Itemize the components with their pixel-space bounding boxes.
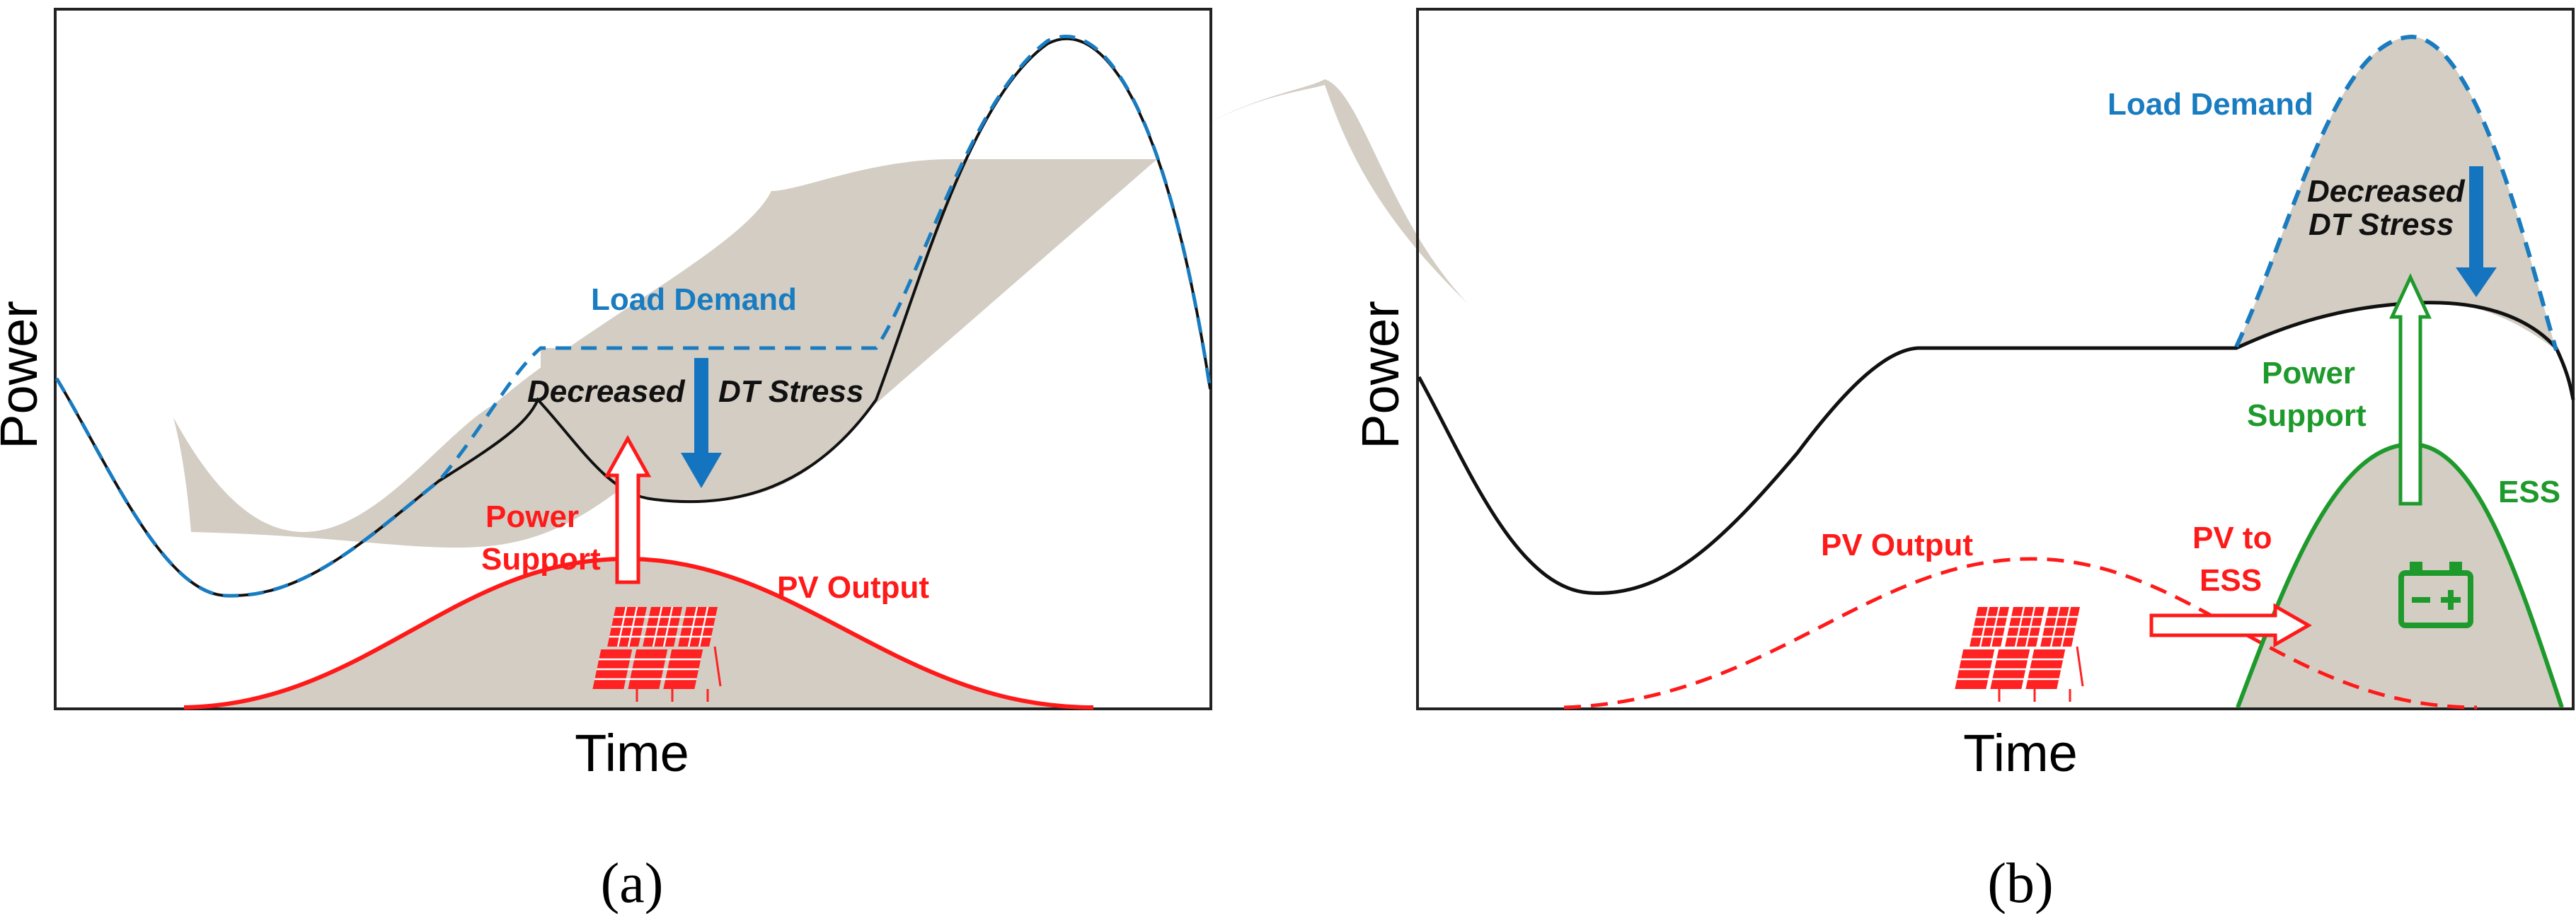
pv-to-ess-arrow	[2149, 603, 2313, 648]
load-demand-curve-b	[2234, 34, 2558, 351]
power-support-line2-a: Support	[481, 542, 601, 577]
power-support-line1-b: Power	[2262, 356, 2355, 391]
caption-b: (b)	[1987, 852, 2053, 914]
load-demand-label-b: Load Demand	[2108, 87, 2313, 122]
power-support-line1-a: Power	[485, 499, 579, 534]
power-support-arrow-a	[604, 434, 652, 584]
power-support-line2-b: Support	[2247, 398, 2367, 433]
load-demand-label-a: Load Demand	[591, 282, 797, 317]
decreased-label-a: Decreased	[527, 374, 686, 409]
battery-icon	[2398, 562, 2473, 628]
decreased-line1-b: Decreased	[2307, 174, 2466, 209]
pv-output-curve-b	[1563, 557, 2478, 710]
load-demand-curve	[54, 35, 1212, 598]
y-axis-label-b: Power	[1351, 301, 1410, 449]
decreased-line2-b: DT Stress	[2308, 207, 2454, 242]
x-axis-label-a: Time	[575, 724, 689, 782]
y-axis-label-a: Power	[0, 301, 48, 449]
panel-a: Load Demand Decreased DT Stress Power Su…	[0, 8, 1468, 914]
pv-output-label-a: PV Output	[777, 570, 929, 605]
load-reduction-area	[173, 79, 1468, 548]
dt-stress-arrow-b	[2456, 166, 2497, 297]
pv-to-ess-line2: ESS	[2200, 563, 2262, 598]
x-axis-label-b: Time	[1963, 724, 2078, 782]
dt-stress-arrow-a	[681, 358, 722, 488]
caption-a: (a)	[601, 852, 664, 914]
ess-label: ESS	[2498, 475, 2560, 509]
panel-b: Load Demand Decreased DT Stress Power Su…	[1351, 8, 2575, 914]
pv-to-ess-line1: PV to	[2192, 521, 2272, 555]
power-support-arrow-b	[2389, 273, 2432, 506]
plot-frame-a	[54, 8, 1212, 710]
reduced-load-curve-b	[1417, 301, 2575, 595]
plot-frame-b	[1416, 8, 2575, 710]
solar-panel-icon-b	[1953, 606, 2084, 703]
pv-output-label-b: PV Output	[1821, 528, 1973, 562]
dt-stress-label-a: DT Stress	[718, 374, 863, 409]
